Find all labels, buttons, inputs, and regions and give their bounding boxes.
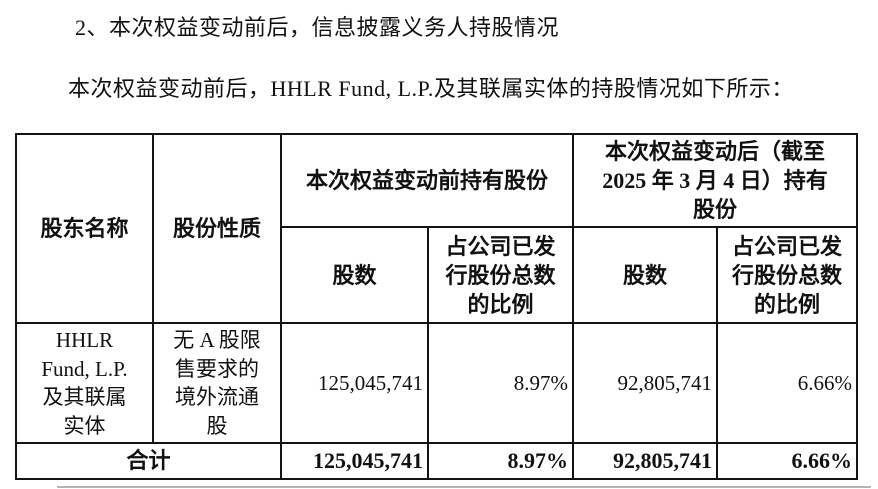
cell-total-label: 合计 xyxy=(15,442,282,481)
next-element-edge-line xyxy=(57,486,871,488)
cell-total-after-shares: 92,805,741 xyxy=(572,442,719,481)
cell-after-shares: 92,805,741 xyxy=(572,322,719,445)
col-header-after-change-group: 本次权益变动后（截至 2025 年 3 月 4 日）持有 股份 xyxy=(572,132,859,229)
col-header-shareholder-name: 股东名称 xyxy=(15,132,154,325)
cell-before-ratio: 8.97% xyxy=(426,322,575,445)
section-heading: 2、本次权益变动前后，信息披露义务人持股情况 xyxy=(75,15,560,40)
cell-total-before-ratio: 8.97% xyxy=(426,442,575,481)
intro-paragraph: 本次权益变动前后，HHLR Fund, L.P.及其联属实体的持股情况如下所示： xyxy=(68,76,794,101)
cell-total-after-ratio: 6.66% xyxy=(716,442,859,481)
col-header-before-change-group: 本次权益变动前持有股份 xyxy=(279,132,575,229)
cell-before-shares: 125,045,741 xyxy=(280,322,429,445)
cell-after-ratio: 6.66% xyxy=(716,322,859,445)
cell-shareholder-name: HHLR Fund, L.P. 及其联属 实体 xyxy=(15,322,154,445)
shareholding-table: 股东名称 股份性质 本次权益变动前持有股份 本次权益变动后（截至 2025 年 … xyxy=(15,132,859,481)
header-row-groups: 股东名称 股份性质 本次权益变动前持有股份 本次权益变动后（截至 2025 年 … xyxy=(15,132,859,325)
col-header-share-nature: 股份性质 xyxy=(152,132,282,325)
cell-total-before-shares: 125,045,741 xyxy=(280,442,429,481)
col-header-shares-after: 股数 xyxy=(572,226,719,325)
header-row-sub: 股数 占公司已发 行股份总数 的比例 股数 占公司已发 行股份总数 的比例 xyxy=(16,226,859,325)
table-row-total: 合计 125,045,741 8.97% 92,805,741 6.66% xyxy=(15,442,859,481)
col-header-shares-before: 股数 xyxy=(280,226,429,325)
col-header-ratio-before: 占公司已发 行股份总数 的比例 xyxy=(426,226,575,325)
col-header-ratio-after: 占公司已发 行股份总数 的比例 xyxy=(716,226,859,325)
cell-share-nature: 无 A 股限 售要求的 境外流通 股 xyxy=(152,322,282,445)
table-row-hhlr: HHLR Fund, L.P. 及其联属 实体 无 A 股限 售要求的 境外流通… xyxy=(15,322,859,445)
